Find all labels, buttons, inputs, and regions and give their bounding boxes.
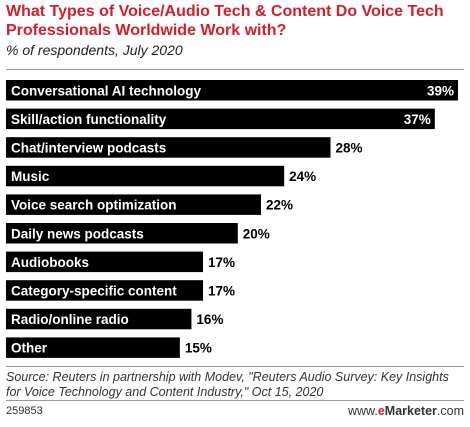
footer-divider: [6, 400, 464, 401]
value-label-radio-online-radio: 16%: [196, 312, 223, 327]
brand-name: Marketer: [384, 404, 437, 418]
category-label-audiobooks: Audiobooks: [11, 255, 89, 270]
value-label-audiobooks: 17%: [208, 255, 235, 270]
bar-other: [6, 337, 180, 358]
brand-prefix: www.: [347, 404, 378, 418]
bar-conversational-ai-technology: [6, 80, 458, 101]
bar-audiobooks: [6, 251, 204, 273]
bar-voice-search-optimization: [6, 194, 261, 215]
category-label-other: Other: [11, 341, 48, 356]
value-label-conversational-ai-technology: 39%: [427, 83, 454, 98]
chart-id: 259853: [6, 405, 43, 417]
chart-subtitle: % of respondents, July 2020: [6, 42, 183, 58]
category-label-music: Music: [11, 169, 50, 184]
value-label-daily-news-podcasts: 20%: [243, 226, 270, 241]
bar-music: [6, 165, 285, 187]
brand-suffix: .com: [436, 404, 464, 418]
bar-category-specific-content: [6, 280, 204, 301]
value-label-voice-search-optimization: 22%: [266, 198, 293, 213]
brand-logo[interactable]: www.eMarketer.com: [348, 404, 464, 418]
bar-chart: Conversational AI technology 39% Skill/act…: [6, 80, 458, 358]
bar-skill-action-functionality: [6, 108, 435, 130]
bar-chat-interview-podcasts: [6, 137, 331, 158]
category-label-skill-action-functionality: Skill/action functionality: [11, 112, 167, 127]
value-label-chat-interview-podcasts: 28%: [336, 140, 363, 155]
category-label-voice-search-optimization: Voice search optimization: [11, 198, 177, 213]
value-label-category-specific-content: 17%: [208, 283, 235, 298]
category-label-radio-online-radio: Radio/online radio: [11, 312, 129, 327]
category-label-daily-news-podcasts: Daily news podcasts: [11, 226, 144, 241]
value-label-other: 15%: [185, 341, 212, 356]
value-label-skill-action-functionality: 37%: [404, 112, 431, 127]
bottom-divider: [6, 366, 464, 367]
source-note: Source: Reuters in partnership with Mode…: [6, 370, 449, 399]
brand-e: e: [377, 404, 385, 418]
bar-radio-online-radio: [6, 308, 192, 330]
chart-title: What Types of Voice/Audio Tech & Content…: [6, 3, 444, 39]
category-label-category-specific-content: Category-specific content: [11, 283, 177, 298]
value-label-music: 24%: [289, 169, 316, 184]
top-divider: [6, 69, 464, 70]
bar-daily-news-podcasts: [6, 223, 238, 244]
category-label-chat-interview-podcasts: Chat/interview podcasts: [11, 140, 166, 155]
category-label-conversational-ai-technology: Conversational AI technology: [11, 83, 202, 98]
